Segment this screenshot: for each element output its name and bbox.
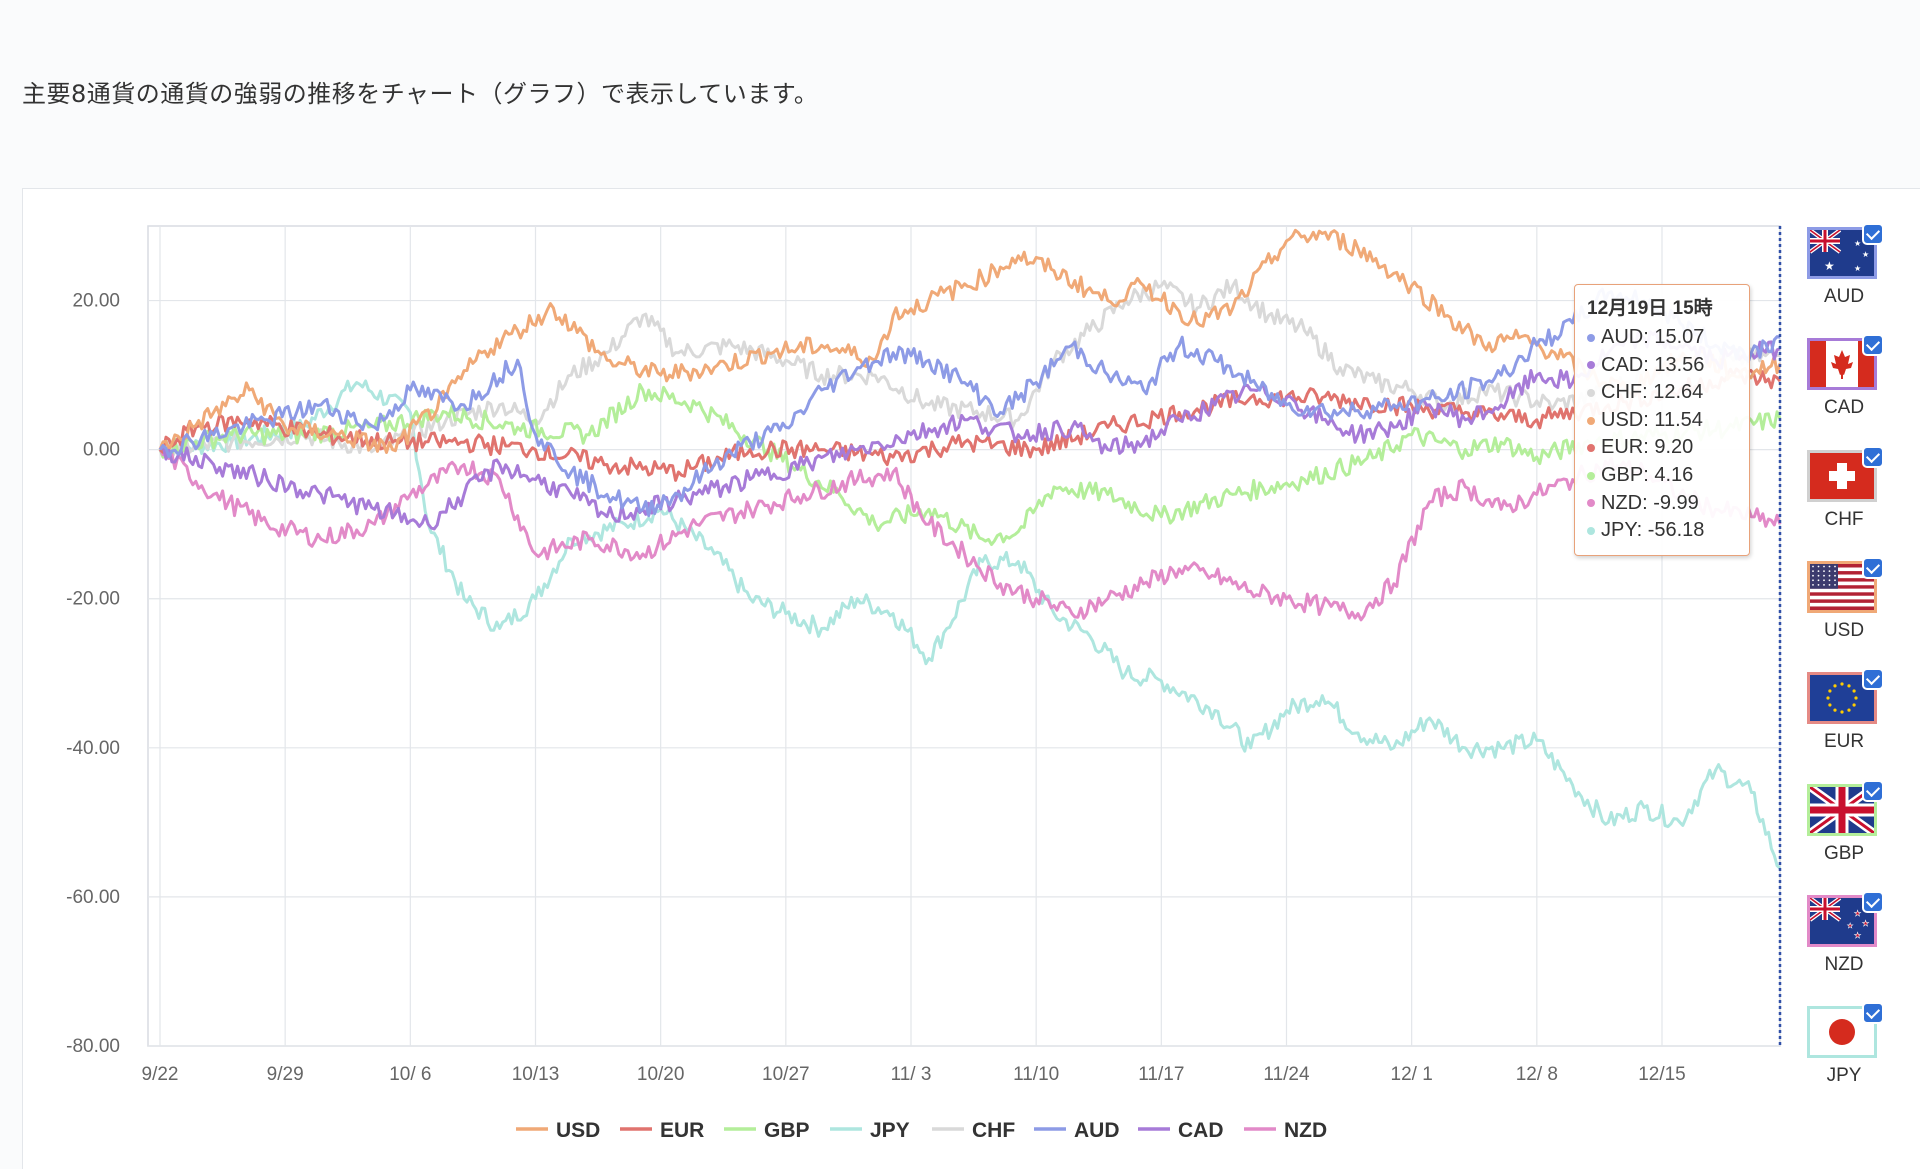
svg-text:★: ★: [1854, 909, 1861, 918]
tooltip-row-jpy: JPY: -56.18: [1587, 517, 1739, 545]
tooltip-title: 12月19日 15時: [1587, 298, 1713, 319]
tooltip-row-text: GBP: 4.16: [1601, 463, 1694, 486]
series-color-dot: [1587, 416, 1595, 425]
series-color-dot: [1587, 471, 1595, 480]
checkbox-checked-icon[interactable]: [1862, 334, 1884, 357]
tooltip-row-text: USD: 11.54: [1601, 408, 1703, 431]
checkbox-checked-icon[interactable]: [1862, 1002, 1884, 1025]
currency-toggle-label: CAD: [1823, 397, 1865, 419]
svg-text:★: ★: [1854, 931, 1861, 940]
svg-text:★: ★: [1847, 922, 1853, 930]
currency-toggle-label: CHF: [1824, 508, 1864, 530]
checkbox-checked-icon[interactable]: [1862, 445, 1884, 468]
currency-toggle-label: NZD: [1824, 953, 1864, 975]
tooltip-row-usd: USD: 11.54: [1587, 407, 1739, 435]
tooltip-row-gbp: GBP: 4.16: [1587, 462, 1739, 490]
svg-text:★: ★: [1824, 259, 1835, 273]
currency-toggle-chf[interactable]: CHF: [1804, 445, 1884, 547]
tooltip-row-eur: EUR: 9.20: [1587, 434, 1739, 462]
series-color-dot: [1587, 499, 1595, 508]
currency-toggle-label: AUD: [1823, 286, 1865, 307]
page-intro-text: 主要8通貨の通貨の強弱の推移をチャート（グラフ）で表示しています。: [22, 80, 819, 108]
currency-toggle-eur[interactable]: EUR: [1804, 668, 1884, 769]
checkbox-checked-icon[interactable]: [1862, 779, 1884, 802]
currency-toggle-cad[interactable]: CAD: [1804, 334, 1884, 435]
tooltip-row-text: AUD: 15.07: [1601, 326, 1705, 348]
currency-toggle-nzd[interactable]: ★ ★ ★ ★ NZD: [1804, 890, 1884, 992]
tooltip-row-nzd: NZD: -9.99: [1587, 490, 1739, 518]
tooltip-row-text: CHF: 12.64: [1601, 381, 1704, 404]
checkbox-checked-icon[interactable]: [1862, 668, 1884, 691]
tooltip-row-text: JPY: -56.18: [1601, 519, 1705, 542]
currency-toggle-gbp[interactable]: GBP: [1804, 779, 1884, 881]
tooltip-row-chf: CHF: 12.64: [1587, 379, 1739, 407]
checkbox-checked-icon[interactable]: [1862, 890, 1884, 913]
currency-toggle-label: EUR: [1823, 731, 1865, 753]
tooltip-row-text: CAD: 13.56: [1601, 353, 1705, 376]
series-color-dot: [1587, 333, 1595, 342]
currency-toggle-usd[interactable]: USD: [1804, 556, 1884, 658]
series-color-dot: [1587, 526, 1595, 535]
svg-text:★: ★: [1854, 264, 1861, 273]
tooltip-rows: AUD: 15.07 CAD: 13.56 CHF: 12.64 USD: 11.54…: [1587, 324, 1739, 545]
tooltip-row-text: NZD: -9.99: [1601, 491, 1699, 514]
series-color-dot: [1587, 388, 1595, 397]
currency-toggle-jpy[interactable]: JPY: [1804, 1002, 1884, 1103]
svg-text:★: ★: [1862, 919, 1869, 928]
tooltip-row-aud: AUD: 15.07: [1587, 324, 1739, 352]
checkbox-checked-icon[interactable]: [1862, 223, 1884, 245]
svg-text:★: ★: [1854, 239, 1861, 248]
series-color-dot: [1587, 444, 1595, 453]
usd-flag-icon: [1807, 560, 1877, 613]
currency-toggle-label: JPY: [1826, 1065, 1862, 1087]
tooltip-row-cad: CAD: 13.56: [1587, 352, 1739, 380]
currency-toggle-label: USD: [1823, 619, 1865, 641]
tooltip-row-text: EUR: 9.20: [1601, 436, 1694, 459]
series-color-dot: [1587, 361, 1595, 370]
currency-toggle-aud[interactable]: ★ ★ ★ ★ AUD: [1804, 223, 1884, 324]
svg-text:★: ★: [1862, 250, 1869, 259]
checkbox-checked-icon[interactable]: [1862, 556, 1884, 579]
data-tooltip: 12月19日 15時 AUD: 15.07 CAD: 13.56 CHF: 12.6…: [1574, 284, 1750, 556]
currency-toggle-label: GBP: [1823, 842, 1865, 864]
